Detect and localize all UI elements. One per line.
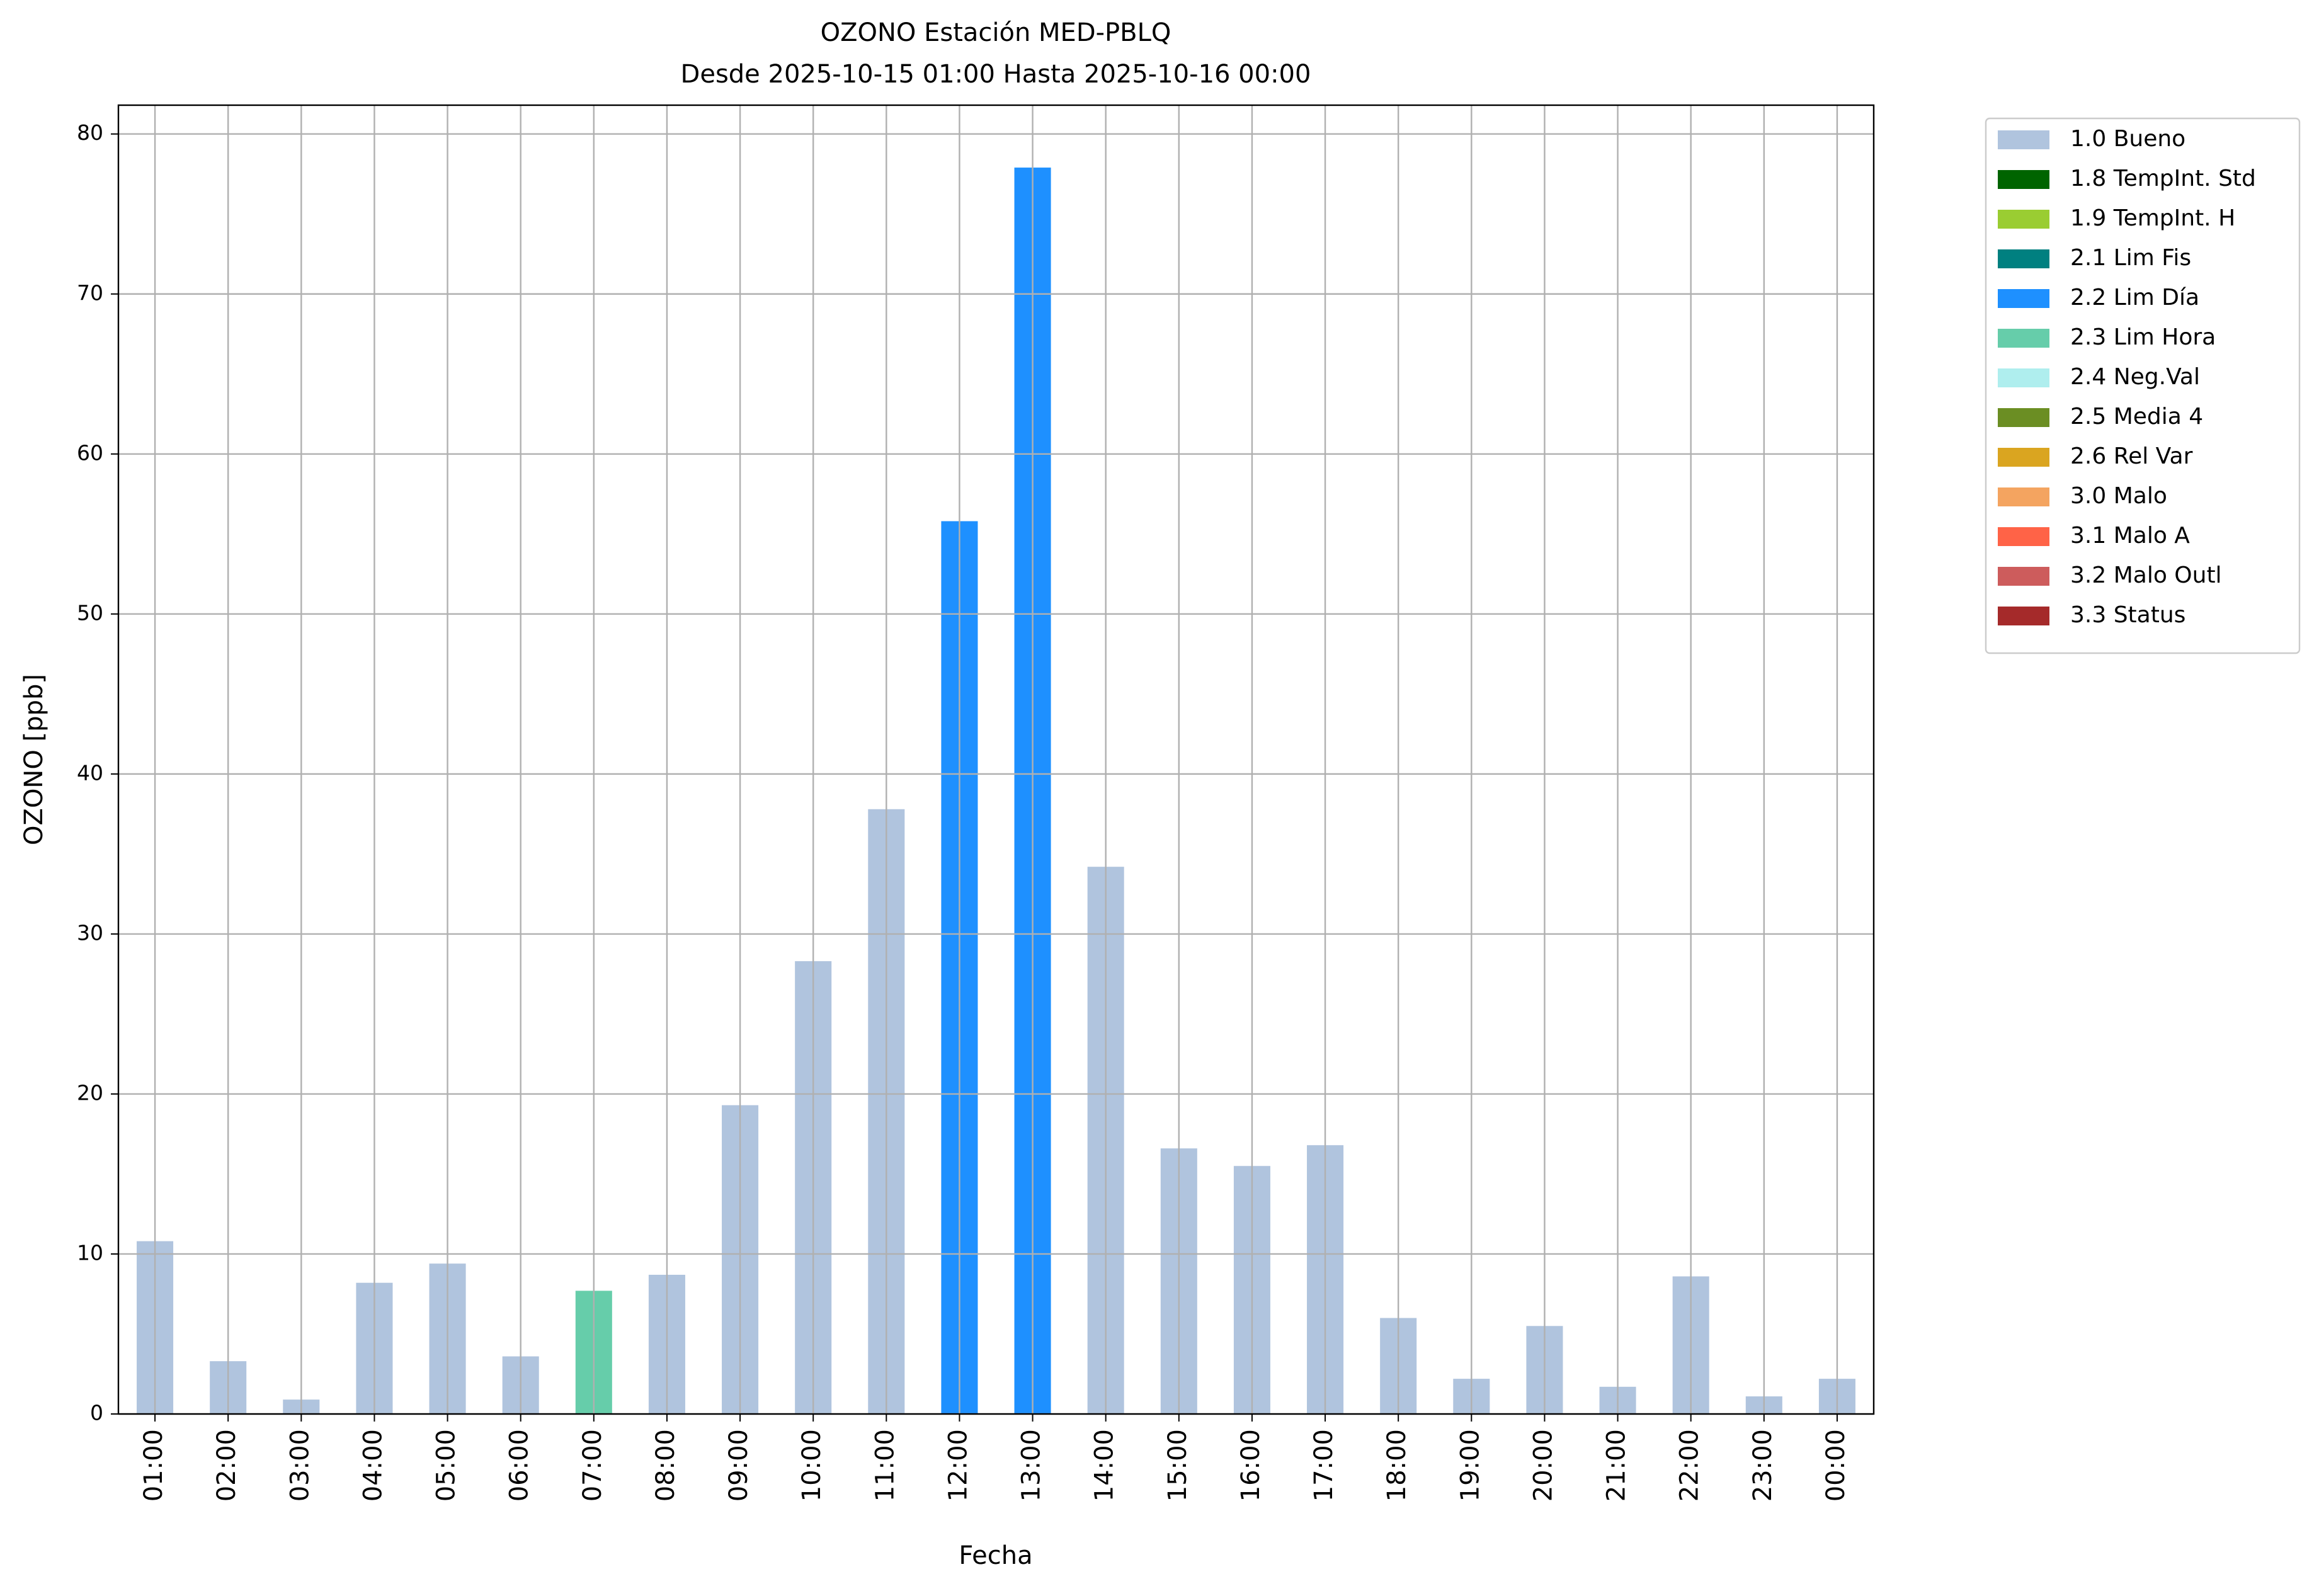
x-tick-label: 19:00 (1456, 1429, 1484, 1502)
x-tick-label: 02:00 (212, 1429, 241, 1502)
legend-swatch (1998, 249, 2049, 268)
legend-swatch (1998, 130, 2049, 149)
x-tick-label: 04:00 (358, 1429, 387, 1502)
x-tick-label: 15:00 (1163, 1429, 1192, 1502)
y-tick-label: 10 (77, 1240, 103, 1265)
legend-label: 2.6 Rel Var (2070, 443, 2193, 469)
legend-label: 1.9 TempInt. H (2070, 205, 2235, 231)
x-tick-label: 22:00 (1675, 1429, 1704, 1502)
legend-swatch (1998, 329, 2049, 348)
x-tick-label: 23:00 (1748, 1429, 1777, 1502)
legend-label: 2.2 Lim Día (2070, 285, 2199, 311)
x-tick-label: 01:00 (139, 1429, 168, 1502)
legend-swatch (1998, 368, 2049, 387)
legend-swatch (1998, 448, 2049, 467)
legend-swatch (1998, 567, 2049, 586)
x-tick-label: 09:00 (724, 1429, 753, 1502)
x-tick-label: 17:00 (1309, 1429, 1338, 1502)
legend-label: 1.8 TempInt. Std (2070, 166, 2256, 191)
x-tick-label: 11:00 (870, 1429, 899, 1502)
x-tick-label: 18:00 (1382, 1429, 1411, 1502)
y-tick-label: 0 (90, 1401, 103, 1425)
legend-label: 3.1 Malo A (2070, 523, 2190, 549)
legend-swatch (1998, 210, 2049, 229)
legend-label: 3.3 Status (2070, 602, 2185, 628)
x-tick-label: 12:00 (943, 1429, 972, 1502)
x-tick-label: 00:00 (1821, 1429, 1850, 1502)
x-tick-label: 16:00 (1236, 1429, 1265, 1502)
legend-label: 2.4 Neg.Val (2070, 364, 2200, 390)
x-tick-label: 06:00 (505, 1429, 534, 1502)
legend-label: 1.0 Bueno (2070, 126, 2185, 152)
x-tick-label: 10:00 (797, 1429, 826, 1502)
x-tick-label: 05:00 (432, 1429, 461, 1502)
legend-swatch (1998, 607, 2049, 625)
y-tick-label: 70 (77, 280, 103, 305)
legend-swatch (1998, 487, 2049, 506)
chart-subtitle: Desde 2025-10-15 01:00 Hasta 2025-10-16 … (681, 60, 1311, 89)
x-tick-label: 03:00 (285, 1429, 314, 1502)
y-tick-label: 60 (77, 440, 103, 465)
plot-frame (117, 104, 1875, 1415)
x-tick-label: 07:00 (578, 1429, 607, 1502)
legend-swatch (1998, 408, 2049, 427)
x-tick-label: 21:00 (1602, 1429, 1631, 1502)
chart-title: OZONO Estación MED-PBLQ (821, 18, 1171, 47)
legend-label: 2.5 Media 4 (2070, 404, 2203, 430)
legend-frame (1985, 117, 2301, 654)
legend-label: 2.3 Lim Hora (2070, 324, 2216, 350)
x-tick-label: 13:00 (1017, 1429, 1046, 1502)
y-tick-label: 50 (77, 600, 103, 625)
legend-label: 3.0 Malo (2070, 483, 2167, 509)
y-axis-label: OZONO [ppb] (20, 674, 48, 845)
y-tick-label: 40 (77, 760, 103, 785)
y-tick-label: 30 (77, 920, 103, 945)
legend-label: 2.1 Lim Fis (2070, 245, 2191, 271)
x-tick-label: 14:00 (1090, 1429, 1119, 1502)
y-tick-label: 20 (77, 1080, 103, 1105)
legend-label: 3.2 Malo Outl (2070, 562, 2222, 588)
y-tick-label: 80 (77, 120, 103, 145)
x-tick-label: 20:00 (1529, 1429, 1558, 1502)
x-tick-label: 08:00 (651, 1429, 680, 1502)
legend-swatch (1998, 527, 2049, 546)
legend-swatch (1998, 170, 2049, 189)
legend-swatch (1998, 289, 2049, 308)
x-axis-label: Fecha (959, 1541, 1032, 1570)
